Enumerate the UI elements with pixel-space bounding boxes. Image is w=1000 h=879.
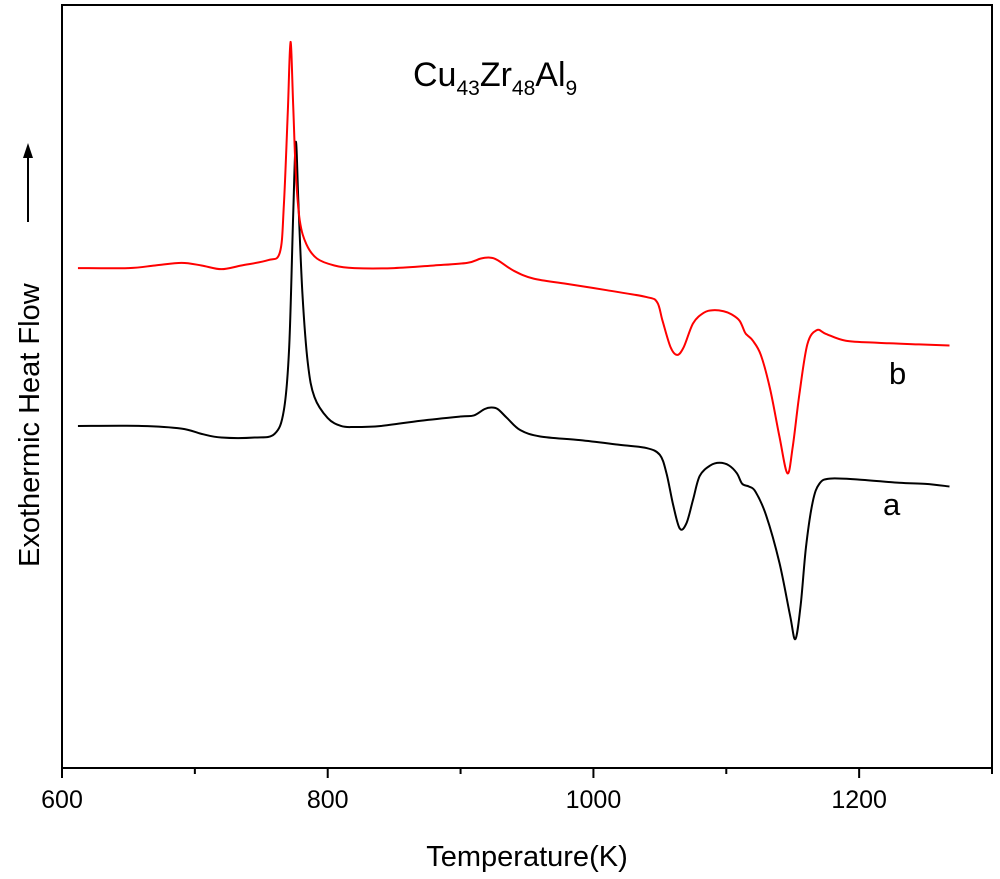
x-tick-label: 1200 (831, 786, 887, 814)
y-axis-arrow-icon (23, 143, 33, 222)
title-subscript: 9 (566, 77, 578, 100)
x-tick-label: 1000 (566, 786, 622, 814)
curve-label-a: a (883, 487, 901, 522)
plot-frame (61, 4, 993, 769)
title-subscript: 48 (512, 77, 535, 100)
x-tick-label: 600 (41, 786, 83, 814)
title-element: Al (535, 56, 565, 94)
x-axis-ticks (61, 768, 993, 778)
y-axis-title: Exothermic Heat Flow (14, 282, 46, 567)
curve-label-b: b (889, 356, 906, 391)
x-axis-tick-labels: 600 800 1000 1200 (41, 786, 887, 814)
title-element: Zr (480, 56, 512, 94)
x-tick-label: 800 (307, 786, 349, 814)
title-element: Cu (413, 56, 456, 94)
series-layer (77, 40, 950, 641)
series-line-a (77, 140, 950, 641)
chart-title: Cu43Zr48Al9 (413, 56, 577, 100)
series-line-b (77, 40, 950, 475)
x-axis-title: Temperature(K) (426, 841, 627, 873)
title-subscript: 43 (456, 77, 479, 100)
